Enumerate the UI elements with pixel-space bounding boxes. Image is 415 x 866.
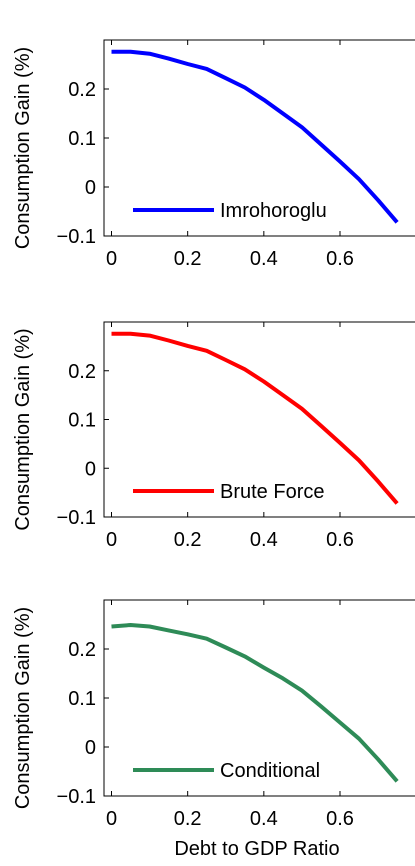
y-tick-label: 0.1 xyxy=(68,128,96,150)
x-axis-label: Debt to GDP Ratio xyxy=(174,838,339,860)
legend-label: Brute Force xyxy=(220,481,324,503)
x-tick-label: 0.4 xyxy=(250,529,278,551)
x-tick-label: 0.6 xyxy=(326,248,354,270)
chart-panel-2: −0.1 0 0.1 0.2 0 0.2 0.4 0.6 Brute Force Consumpt… xyxy=(12,321,415,551)
legend-label: Imrohoroglu xyxy=(220,200,327,222)
y-tick-label: −0.1 xyxy=(57,507,96,529)
y-tick-label: −0.1 xyxy=(57,786,96,808)
x-tick-label: 0.6 xyxy=(326,529,354,551)
series-line xyxy=(111,49,399,224)
chart-panel-1: −0.1 0 0.1 0.2 0 0.2 0.4 0.6 Imrohoroglu Consumpt… xyxy=(12,39,415,270)
x-tick-label: 0.4 xyxy=(250,808,278,830)
x-tick-label: 0 xyxy=(106,808,117,830)
y-tick-label: 0.2 xyxy=(68,639,96,661)
y-tick-label: 0.1 xyxy=(68,410,96,432)
legend-label: Conditional xyxy=(220,760,320,782)
x-tick-label: 0 xyxy=(106,248,117,270)
y-axis-label: Consumption Gain (%) xyxy=(12,607,34,809)
chart-panel-3: −0.1 0 0.1 0.2 0 0.2 0.4 0.6 Conditional Consumpt… xyxy=(12,599,415,860)
y-tick-label: 0.1 xyxy=(68,688,96,710)
y-tick-label: 0.2 xyxy=(68,79,96,101)
x-tick-label: 0.4 xyxy=(250,248,278,270)
x-tick-label: 0.6 xyxy=(326,808,354,830)
x-tick-label: 0.2 xyxy=(174,529,202,551)
y-axis-label: Consumption Gain (%) xyxy=(12,47,34,249)
series-line xyxy=(111,331,399,505)
y-tick-label: 0 xyxy=(85,177,96,199)
x-tick-label: 0.2 xyxy=(174,248,202,270)
y-axis-label: Consumption Gain (%) xyxy=(12,328,34,530)
y-tick-label: 0.2 xyxy=(68,361,96,383)
series-line xyxy=(111,623,399,783)
y-tick-label: −0.1 xyxy=(57,226,96,248)
y-tick-label: 0 xyxy=(85,737,96,759)
x-tick-label: 0.2 xyxy=(174,808,202,830)
y-tick-label: 0 xyxy=(85,458,96,480)
x-tick-label: 0 xyxy=(106,529,117,551)
